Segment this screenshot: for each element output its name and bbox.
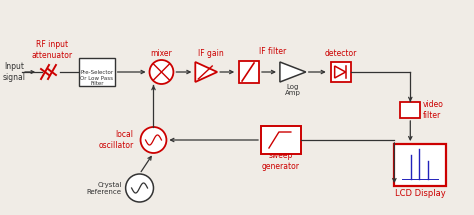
Text: Crystal
Reference: Crystal Reference [87,181,122,195]
Text: RF input
attenuator: RF input attenuator [31,40,73,60]
Bar [401,102,420,118]
Circle shape [149,60,173,84]
Text: sweep
generator: sweep generator [262,151,300,171]
Circle shape [141,127,166,153]
Bar [261,126,301,154]
Bar [239,61,259,83]
Text: IF gain: IF gain [198,49,224,57]
Text: Pre-Selector
Or Low Pass
Filter: Pre-Selector Or Low Pass Filter [80,70,113,86]
Circle shape [126,174,154,202]
Text: local
oscillator: local oscillator [98,130,134,150]
Text: IF filter: IF filter [259,48,286,57]
Text: mixer: mixer [151,49,173,58]
Text: detector: detector [324,49,357,57]
Text: Input
signal: Input signal [3,62,26,82]
Bar [331,62,351,82]
Polygon shape [335,66,346,78]
Bar [79,58,115,86]
Bar [394,144,446,186]
Polygon shape [280,62,306,82]
Text: LCD Display: LCD Display [395,189,446,198]
Text: video
filter: video filter [423,100,444,120]
Text: Log
Amp: Log Amp [285,83,301,97]
Polygon shape [195,62,217,82]
